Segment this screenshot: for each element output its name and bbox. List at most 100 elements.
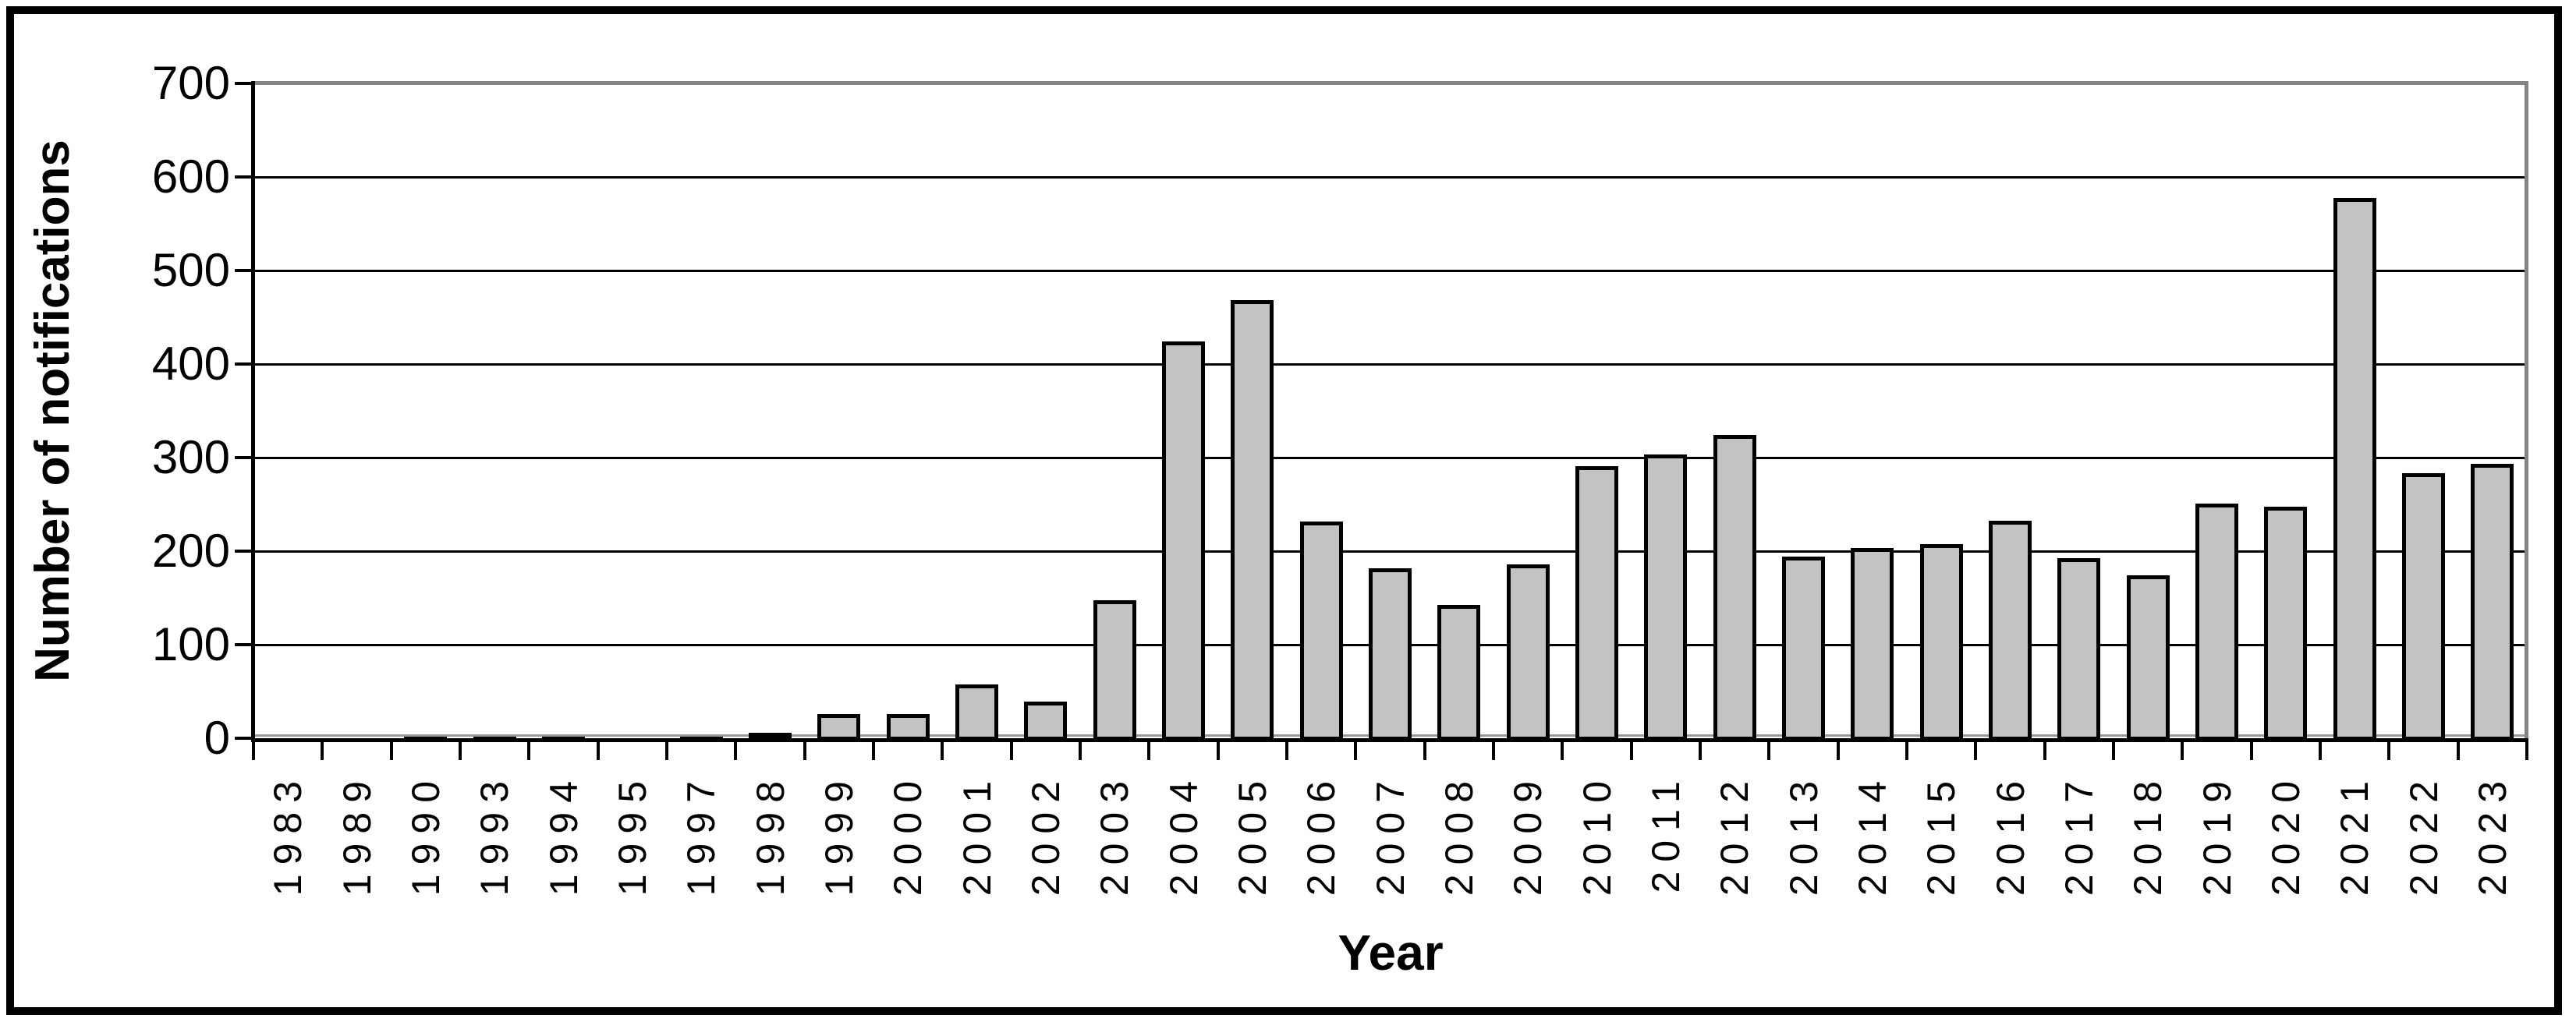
- x-tick-label-1997: 1997: [679, 772, 724, 896]
- gridline-400: [253, 363, 2527, 366]
- x-tick-26: [2043, 738, 2046, 760]
- y-tick-label-200: 200: [151, 525, 230, 577]
- x-tick-16: [1354, 738, 1358, 760]
- x-tick-15: [1285, 738, 1288, 760]
- x-tick-label-2010: 2010: [1575, 772, 1619, 896]
- x-tick-label-1998: 1998: [748, 772, 792, 896]
- x-tick-7: [734, 738, 738, 760]
- y-tick-label-700: 700: [151, 57, 230, 109]
- x-tick-19: [1561, 738, 1564, 760]
- gridline-600: [253, 176, 2527, 179]
- x-tick-label-2004: 2004: [1161, 772, 1206, 896]
- bar-2004: [1162, 341, 1205, 741]
- bar-2013: [1782, 556, 1825, 741]
- x-tick-label-2013: 2013: [1781, 772, 1826, 896]
- x-tick-label-2023: 2023: [2470, 772, 2514, 896]
- x-axis-line: [251, 738, 2528, 742]
- x-tick-14: [1216, 738, 1220, 760]
- bar-2005: [1231, 299, 1274, 741]
- bar-2000: [886, 714, 930, 741]
- x-tick-27: [2112, 738, 2115, 760]
- x-tick-label-2001: 2001: [955, 772, 999, 896]
- x-tick-28: [2181, 738, 2184, 760]
- x-tick-label-2002: 2002: [1023, 772, 1068, 896]
- y-tick-label-600: 600: [151, 150, 230, 203]
- bar-2016: [1989, 521, 2032, 741]
- x-tick-24: [1905, 738, 1908, 760]
- x-tick-label-2019: 2019: [2195, 772, 2239, 896]
- y-tick-200: [235, 550, 253, 553]
- y-axis-line: [251, 81, 255, 742]
- x-tick-23: [1836, 738, 1840, 760]
- x-tick-30: [2319, 738, 2322, 760]
- bar-2006: [1299, 522, 1343, 741]
- x-tick-label-2008: 2008: [1437, 772, 1481, 896]
- x-tick-10: [941, 738, 944, 760]
- x-tick-label-2000: 2000: [886, 772, 930, 896]
- bar-2022: [2402, 472, 2445, 741]
- x-tick-label-2009: 2009: [1506, 772, 1550, 896]
- x-tick-0: [252, 738, 255, 760]
- x-tick-20: [1629, 738, 1633, 760]
- x-tick-label-1995: 1995: [610, 772, 654, 896]
- gridline-200: [253, 550, 2527, 553]
- bar-2010: [1575, 466, 1618, 741]
- x-tick-label-2018: 2018: [2126, 772, 2170, 896]
- x-tick-9: [872, 738, 875, 760]
- x-tick-label-2011: 2011: [1643, 772, 1688, 893]
- x-tick-22: [1767, 738, 1771, 760]
- y-tick-400: [235, 362, 253, 366]
- bar-2003: [1093, 600, 1136, 741]
- x-tick-2: [389, 738, 393, 760]
- x-tick-label-2005: 2005: [1230, 772, 1274, 896]
- bar-1999: [817, 714, 861, 741]
- x-tick-4: [527, 738, 531, 760]
- x-tick-label-1990: 1990: [403, 772, 448, 896]
- x-tick-13: [1147, 738, 1151, 760]
- figure-border: [6, 6, 2562, 1015]
- bar-2009: [1506, 564, 1550, 741]
- y-axis-title: Number of notifications: [26, 140, 80, 682]
- gridline-500: [253, 270, 2527, 272]
- bar-2011: [1644, 454, 1688, 741]
- bar-2008: [1437, 605, 1481, 741]
- y-tick-0: [235, 737, 253, 740]
- x-tick-29: [2249, 738, 2253, 760]
- y-tick-label-400: 400: [151, 338, 230, 390]
- x-tick-21: [1699, 738, 1702, 760]
- x-tick-12: [1079, 738, 1082, 760]
- y-tick-700: [235, 82, 253, 85]
- x-tick-33: [2525, 738, 2528, 760]
- bar-2015: [1919, 544, 1963, 741]
- x-tick-label-2012: 2012: [1713, 772, 1757, 896]
- x-tick-label-2021: 2021: [2333, 772, 2377, 896]
- x-tick-label-2020: 2020: [2263, 772, 2308, 896]
- y-tick-label-500: 500: [151, 244, 230, 296]
- x-tick-11: [1009, 738, 1013, 760]
- bar-2002: [1024, 701, 1068, 741]
- x-tick-label-1999: 1999: [817, 772, 861, 896]
- x-tick-1: [321, 738, 324, 760]
- bar-2014: [1851, 547, 1894, 741]
- bar-2012: [1713, 434, 1756, 741]
- x-tick-31: [2387, 738, 2391, 760]
- bar-2019: [2195, 504, 2238, 741]
- x-tick-17: [1423, 738, 1426, 760]
- x-tick-25: [1974, 738, 1978, 760]
- y-tick-100: [235, 643, 253, 646]
- gridline-300: [253, 457, 2527, 459]
- bar-2001: [955, 684, 998, 741]
- y-tick-600: [235, 175, 253, 179]
- y-tick-500: [235, 269, 253, 272]
- x-tick-label-1983: 1983: [266, 772, 310, 896]
- bar-2021: [2333, 198, 2376, 741]
- x-tick-label-2006: 2006: [1299, 772, 1344, 896]
- bar-2007: [1369, 568, 1412, 741]
- x-tick-label-1994: 1994: [541, 772, 586, 896]
- plot-border-top: [253, 81, 2528, 85]
- y-tick-300: [235, 456, 253, 459]
- y-tick-label-100: 100: [151, 618, 230, 670]
- plot-border-right: [2525, 81, 2528, 742]
- bar-2018: [2126, 575, 2170, 741]
